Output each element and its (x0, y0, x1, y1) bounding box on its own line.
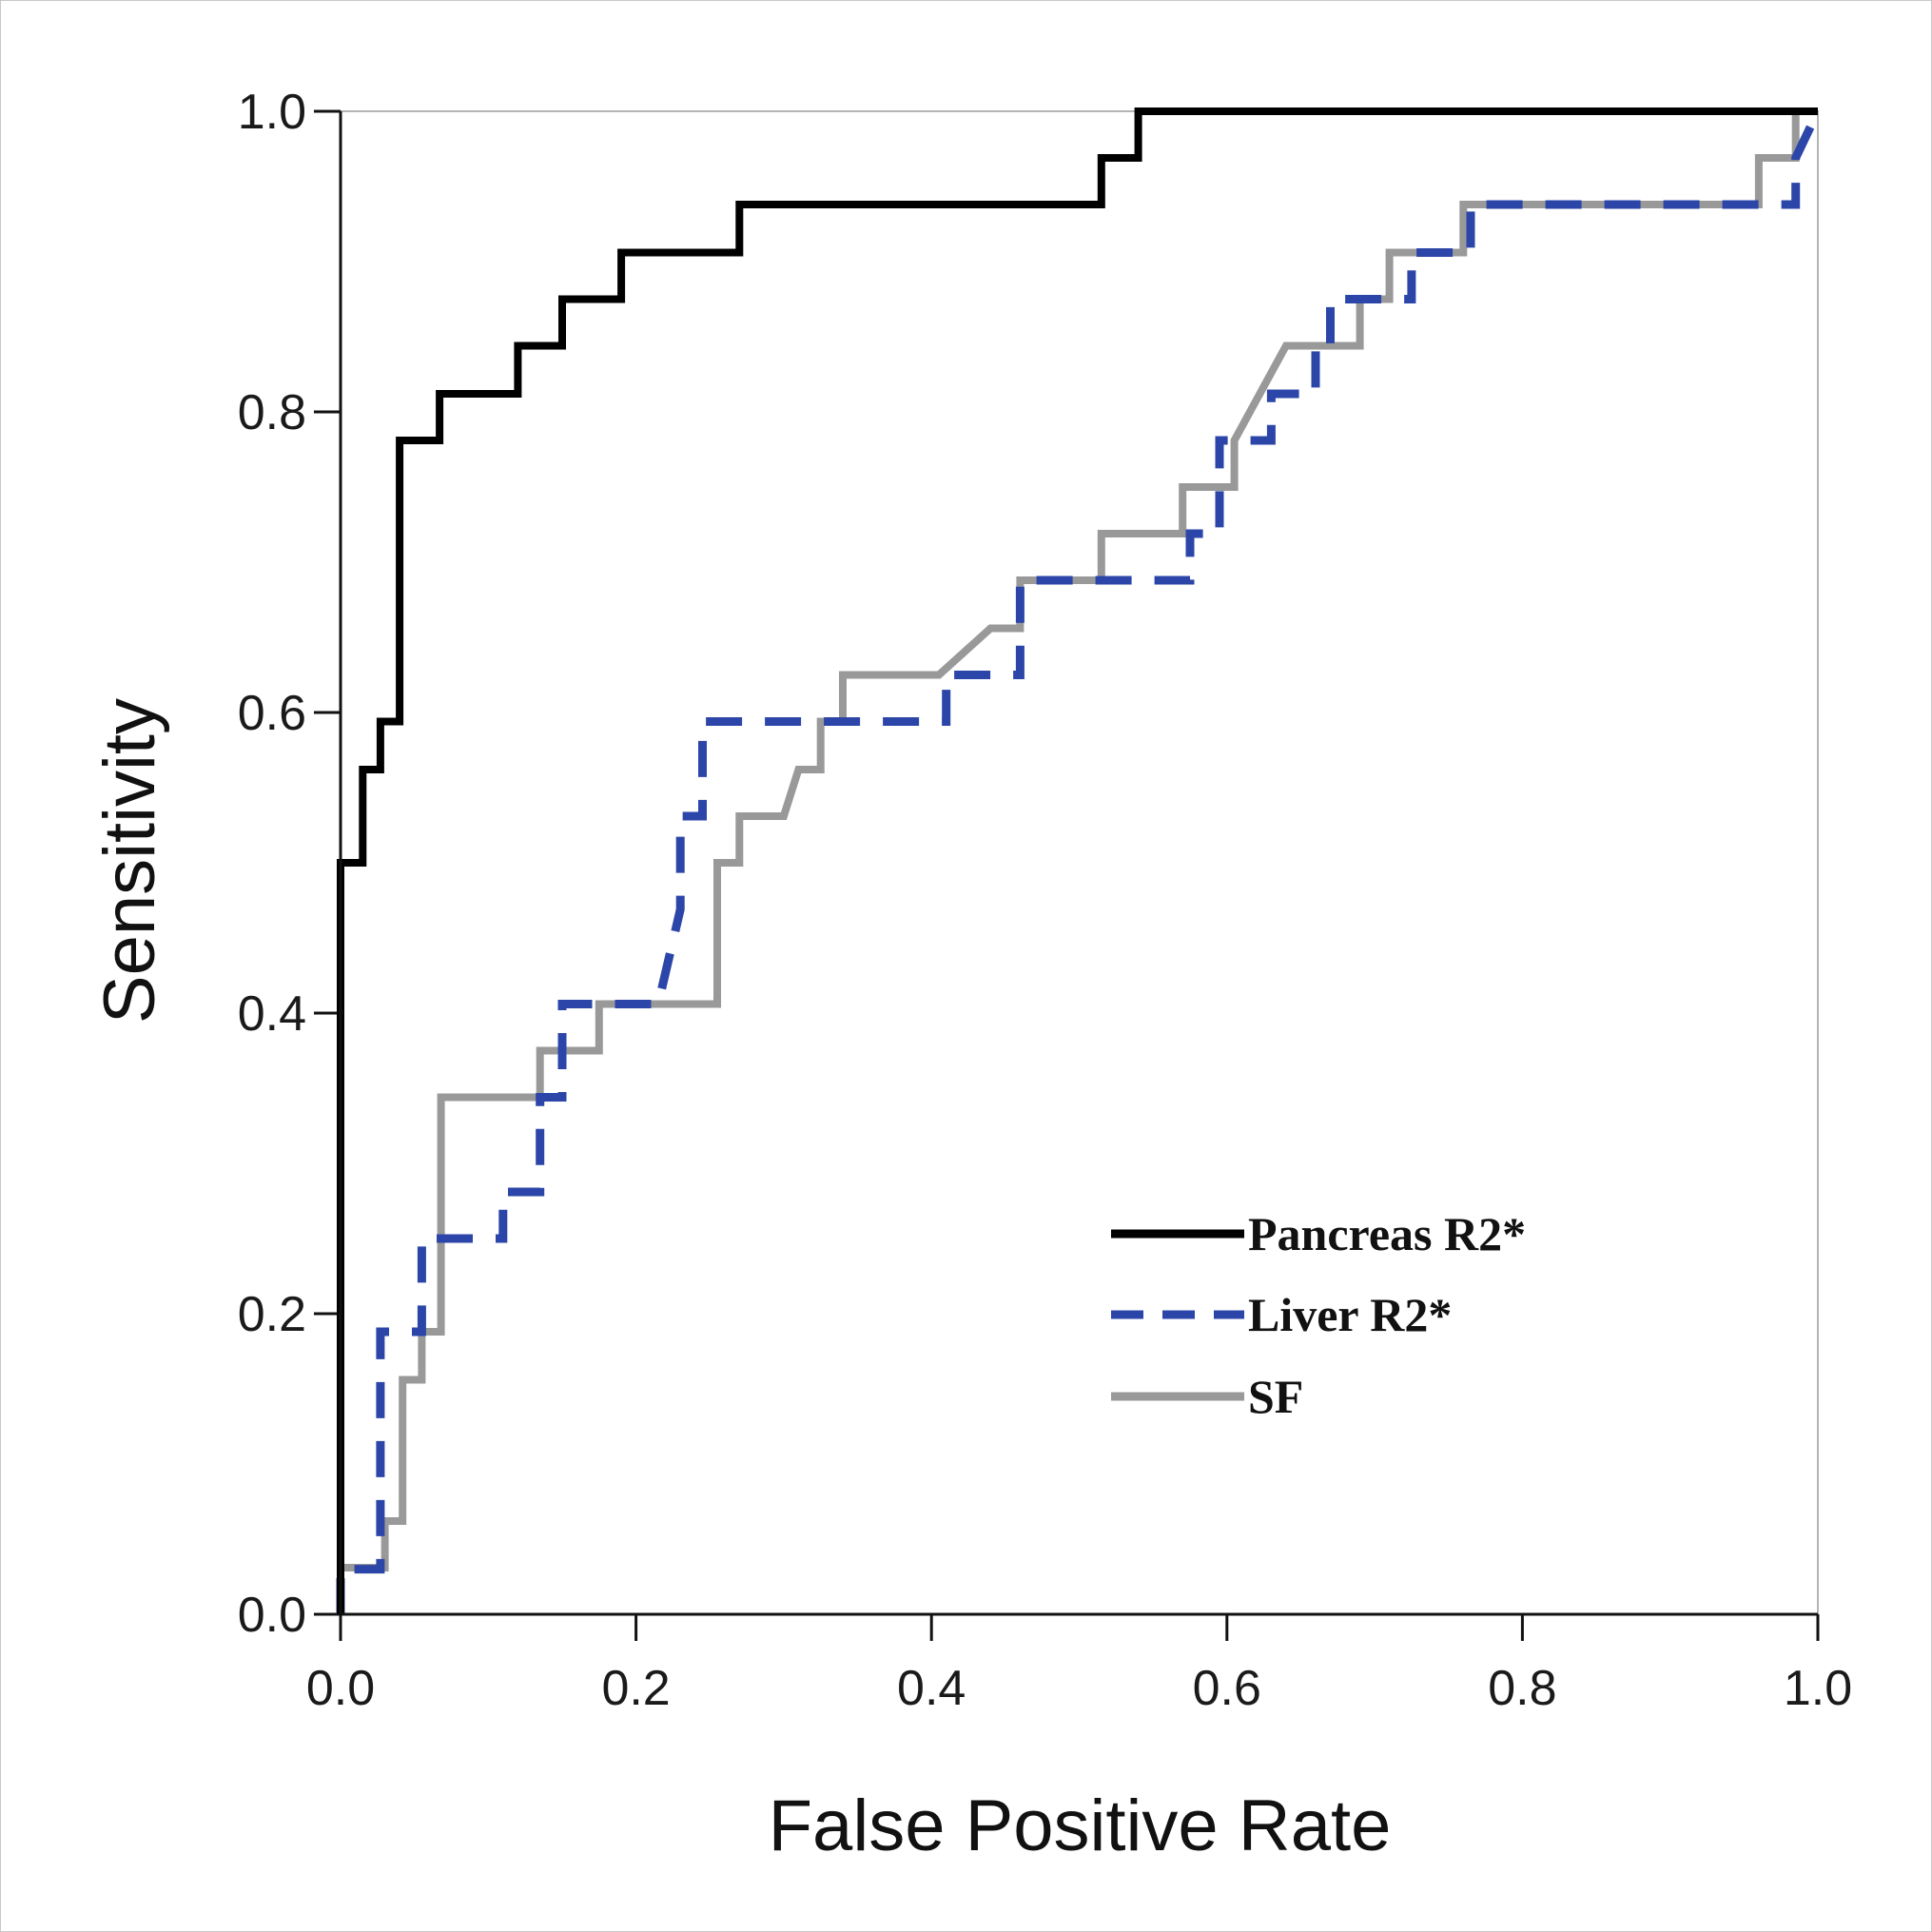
y-tick-label: 0.0 (238, 1588, 306, 1643)
legend-label-liver-r2: Liver R2* (1248, 1288, 1452, 1341)
y-tick-label: 0.6 (238, 686, 306, 741)
y-tick-label: 0.2 (238, 1287, 306, 1342)
x-tick-label: 0.2 (601, 1661, 670, 1716)
legend: Pancreas R2* Liver R2* SF (1111, 1207, 1526, 1423)
y-tick-label: 0.8 (238, 385, 306, 440)
x-axis-title: False Positive Rate (769, 1786, 1392, 1866)
legend-label-pancreas-r2: Pancreas R2* (1248, 1207, 1526, 1260)
series-line-liver-r2 (336, 109, 1823, 1614)
x-tick-label: 1.0 (1784, 1661, 1852, 1716)
roc-curves (336, 107, 1823, 1614)
y-axis-ticks: 0.0 0.2 0.4 0.6 0.8 1.0 (238, 85, 341, 1643)
x-tick-label: 0.8 (1488, 1661, 1556, 1716)
plot-area (340, 110, 1819, 1615)
y-tick-label: 1.0 (238, 85, 306, 140)
x-tick-label: 0.4 (897, 1661, 966, 1716)
legend-label-sf: SF (1248, 1370, 1303, 1423)
x-axis-ticks: 0.0 0.2 0.4 0.6 0.8 1.0 (306, 1614, 1852, 1716)
series-line-pancreas-r2 (337, 107, 1818, 1614)
y-tick-label: 0.4 (238, 986, 306, 1042)
x-tick-label: 0.0 (306, 1661, 375, 1716)
x-tick-label: 0.6 (1193, 1661, 1261, 1716)
y-axis-title: Sensitivity (89, 698, 170, 1024)
